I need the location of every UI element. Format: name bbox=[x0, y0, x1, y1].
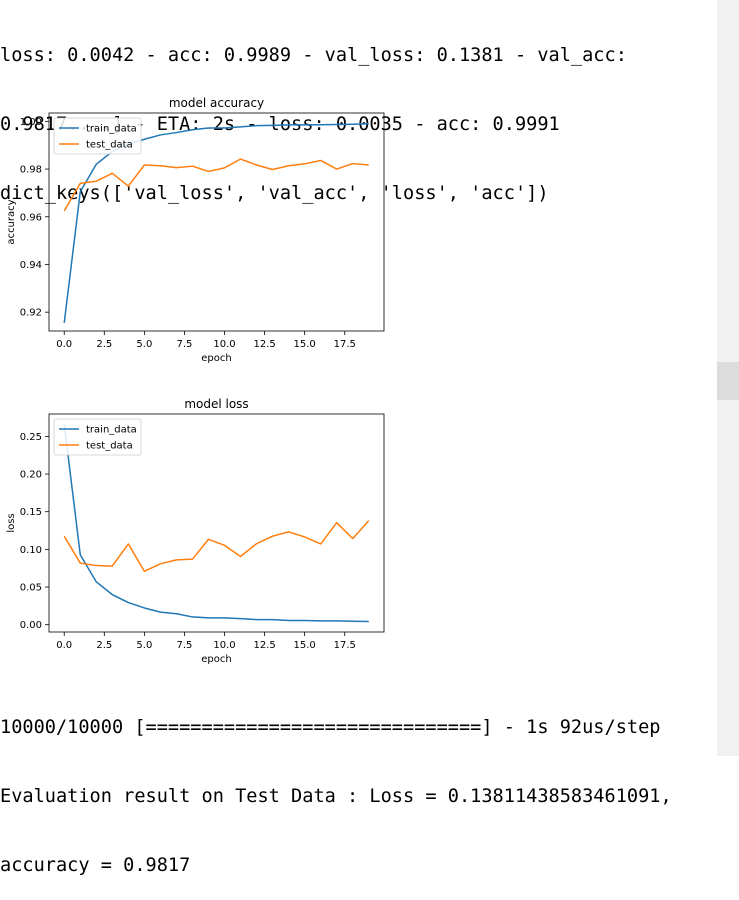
y-tick-label: 0.10 bbox=[20, 545, 42, 556]
console-line: loss: 0.0042 - acc: 0.9989 - val_loss: 0… bbox=[0, 45, 627, 66]
x-tick-label: 12.5 bbox=[253, 640, 275, 651]
y-tick-label: 0.98 bbox=[20, 165, 42, 176]
scrollbar-thumb[interactable] bbox=[717, 362, 739, 400]
legend-label: test_data bbox=[86, 140, 133, 151]
console-line: dict_keys(['val_loss', 'val_acc', 'loss'… bbox=[0, 183, 549, 204]
x-axis-label: epoch bbox=[201, 654, 231, 665]
x-tick-label: 2.5 bbox=[96, 339, 112, 350]
legend-box bbox=[53, 117, 142, 155]
loss-chart: model loss 0.0 2.5 5.0 7.5 10.0 12.5 15.0 17.5 0.… bbox=[6, 397, 385, 665]
y-tick-label: 0.00 bbox=[20, 620, 42, 631]
x-tick-label: 15.0 bbox=[294, 640, 316, 651]
y-tick-label: 0.94 bbox=[20, 260, 42, 271]
legend-label: train_data bbox=[86, 425, 137, 436]
series-line-train-data bbox=[63, 424, 369, 623]
chart-title: model accuracy bbox=[169, 96, 264, 110]
y-tick-label: 0.15 bbox=[20, 507, 42, 518]
console-line: Evaluation result on Test Data : Loss = … bbox=[0, 786, 672, 807]
y-axis-label: loss bbox=[6, 513, 17, 532]
y-axis-label: accuracy bbox=[6, 199, 17, 244]
series-line-test-data bbox=[63, 158, 369, 212]
chart-title: model loss bbox=[184, 397, 248, 411]
x-tick-label: 5.0 bbox=[136, 640, 152, 651]
console-output-bottom: 10000/10000 [===========================… bbox=[0, 670, 672, 900]
y-tick-label: 0.96 bbox=[20, 212, 42, 223]
y-tick-label: 0.05 bbox=[20, 583, 42, 594]
x-tick-label: 17.5 bbox=[334, 339, 356, 350]
x-tick-label: 10.0 bbox=[213, 339, 235, 350]
x-axis-label: epoch bbox=[201, 353, 231, 364]
series-group bbox=[63, 424, 370, 623]
x-tick-label: 10.0 bbox=[213, 640, 235, 651]
plot-frame bbox=[48, 112, 385, 332]
x-tick-label: 15.0 bbox=[294, 339, 316, 350]
x-tick-label: 7.5 bbox=[176, 640, 192, 651]
series-line-test-data bbox=[63, 520, 370, 573]
y-tick-label: 1.00 bbox=[20, 117, 42, 128]
legend-label: train_data bbox=[86, 124, 137, 135]
x-tick-label: 17.5 bbox=[334, 640, 356, 651]
console-line: accuracy = 0.9817 bbox=[0, 855, 191, 876]
y-tick-label: 0.20 bbox=[20, 470, 42, 481]
x-tick-label: 12.5 bbox=[253, 339, 275, 350]
x-tick-label: 0.0 bbox=[56, 640, 72, 651]
legend-box bbox=[53, 418, 142, 456]
console-line: 10000/10000 [===========================… bbox=[0, 717, 661, 738]
y-tick-label: 0.92 bbox=[20, 308, 42, 319]
accuracy-chart: model accuracy 0.0 2.5 5.0 7.5 10.0 12.5 15.0 17… bbox=[6, 96, 385, 364]
x-tick-label: 5.0 bbox=[136, 339, 152, 350]
x-tick-label: 7.5 bbox=[176, 339, 192, 350]
y-tick-label: 0.25 bbox=[20, 432, 42, 443]
plot-frame bbox=[48, 413, 385, 633]
x-tick-label: 2.5 bbox=[96, 640, 112, 651]
x-tick-label: 0.0 bbox=[56, 339, 72, 350]
legend-label: test_data bbox=[86, 441, 133, 452]
